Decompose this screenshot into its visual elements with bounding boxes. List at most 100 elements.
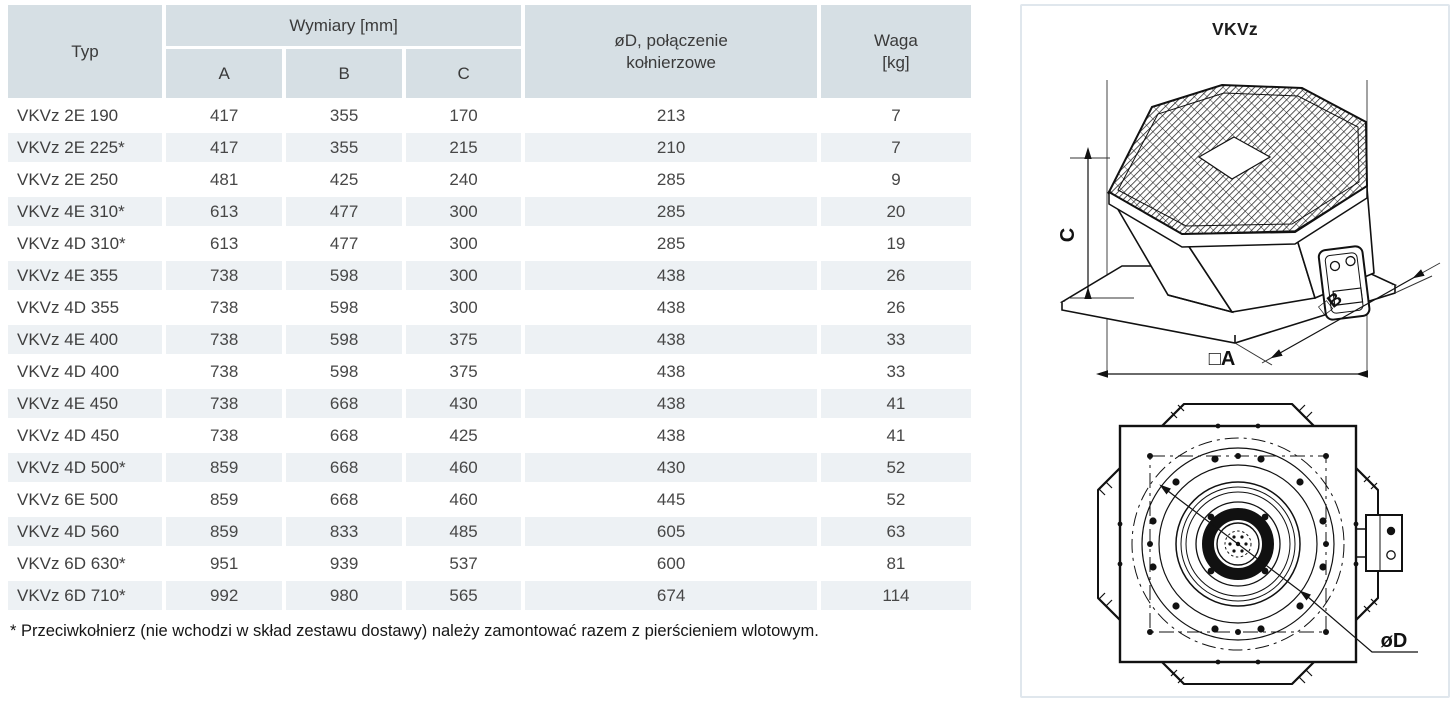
cell-a: 613 [209, 233, 239, 253]
header-waga: Waga [kg] [820, 5, 971, 98]
cell-b: 668 [286, 389, 402, 418]
cell-d: 285 [656, 169, 686, 189]
drawing-panel: VKVz [1020, 4, 1450, 698]
mounting-dots [1147, 453, 1329, 635]
cell-d: 285 [525, 197, 817, 226]
plan-view-drawing: øD [1097, 403, 1418, 685]
header-od: øD, połączenie kołnierzowe [525, 5, 817, 98]
cell-b: 668 [329, 425, 359, 445]
header-col-a: A [165, 49, 283, 98]
cell-d: 438 [525, 261, 817, 290]
table-row: VKVz 4E 310* 613 477 300 285 20 [8, 197, 971, 226]
cell-d: 674 [525, 581, 817, 610]
cell-c: 300 [449, 297, 478, 317]
cell-b: 598 [329, 361, 359, 381]
table-row: VKVz 4D 355 738 598 300 438 26 [8, 293, 971, 322]
cell-d: 210 [525, 133, 817, 162]
cell-waga: 33 [820, 325, 971, 354]
cell-waga: 26 [886, 297, 906, 317]
cell-b: 598 [329, 297, 359, 317]
cell-typ: VKVz 2E 225* [8, 133, 162, 162]
cell-c: 170 [449, 105, 478, 125]
dim-c: C [1057, 147, 1134, 299]
cell-d: 438 [656, 425, 686, 445]
cell-b: 833 [286, 517, 402, 546]
bolt-circle-dots [1149, 455, 1327, 633]
header-waga-line1: Waga [874, 31, 918, 51]
header-od-line1: øD, połączenie [614, 31, 728, 51]
cell-d: 285 [656, 233, 686, 253]
table-row: VKVz 6D 630* 951 939 537 600 81 [8, 549, 971, 578]
cell-typ: VKVz 4E 450 [8, 389, 162, 418]
cell-d: 445 [656, 489, 686, 509]
cell-c: 537 [449, 553, 478, 573]
table-row: VKVz 4D 500* 859 668 460 430 52 [8, 453, 971, 482]
cell-typ: VKVz 4E 400 [8, 325, 162, 354]
table-row: VKVz 4D 400 738 598 375 438 33 [8, 357, 971, 386]
cell-c: 375 [405, 325, 522, 354]
cell-b: 598 [286, 261, 402, 290]
table-body: VKVz 2E 190 417 355 170 213 7 VKVz 2E 22… [8, 101, 971, 610]
cell-a: 859 [209, 489, 239, 509]
cell-a: 951 [209, 553, 239, 573]
header-col-c: C [405, 49, 522, 98]
cell-a: 738 [209, 361, 239, 381]
table-row: VKVz 4E 400 738 598 375 438 33 [8, 325, 971, 354]
cell-b: 980 [286, 581, 402, 610]
cell-waga: 33 [886, 361, 906, 381]
skirt-ticks [1098, 404, 1378, 684]
cell-c: 460 [449, 489, 478, 509]
cell-c: 430 [405, 389, 522, 418]
cell-waga: 9 [891, 169, 901, 189]
cell-typ: VKVz 4E 310* [8, 197, 162, 226]
grille-hatched-top [1107, 83, 1369, 236]
cell-waga: 41 [886, 425, 906, 445]
cell-waga: 7 [820, 133, 971, 162]
footnote: * Przeciwkołnierz (nie wchodzi w skład z… [10, 622, 819, 640]
cell-b: 668 [329, 489, 359, 509]
cell-a: 859 [165, 453, 283, 482]
table-row: VKVz 2E 250 481 425 240 285 9 [8, 165, 971, 194]
cell-a: 859 [165, 517, 283, 546]
cell-typ: VKVz 2E 190 [17, 105, 119, 125]
cell-c: 460 [405, 453, 522, 482]
table-header: Typ Wymiary [mm] øD, połączenie kołnierz… [8, 5, 971, 98]
cell-waga: 114 [820, 581, 971, 610]
cell-waga: 7 [891, 105, 901, 125]
cell-waga: 19 [886, 233, 906, 253]
header-od-line2: kołnierzowe [626, 52, 716, 72]
cell-c: 215 [405, 133, 522, 162]
cell-typ: VKVz 4D 450 [17, 425, 120, 445]
cell-c: 485 [405, 517, 522, 546]
cell-waga: 81 [886, 553, 906, 573]
cell-c: 300 [405, 197, 522, 226]
dim-d-label: øD [1381, 630, 1408, 652]
table-row: VKVz 4E 450 738 668 430 438 41 [8, 389, 971, 418]
cell-b: 668 [286, 453, 402, 482]
cell-d: 438 [525, 389, 817, 418]
cell-a: 417 [165, 133, 283, 162]
cell-a: 992 [165, 581, 283, 610]
header-wymiary: Wymiary [mm] [165, 5, 522, 46]
cell-d: 605 [525, 517, 817, 546]
cell-waga: 52 [820, 453, 971, 482]
cell-typ: VKVz 4D 310* [17, 233, 126, 253]
cell-c: 240 [449, 169, 478, 189]
table-row: VKVz 4D 310* 613 477 300 285 19 [8, 229, 971, 258]
table-row: VKVz 4E 355 738 598 300 438 26 [8, 261, 971, 290]
plan-terminal-box [1356, 514, 1403, 572]
cell-typ: VKVz 4E 355 [8, 261, 162, 290]
table-row: VKVz 2E 190 417 355 170 213 7 [8, 101, 971, 130]
cell-typ: VKVz 4D 400 [17, 361, 120, 381]
cell-c: 565 [405, 581, 522, 610]
cell-typ: VKVz 6E 500 [17, 489, 119, 509]
cell-b: 355 [286, 133, 402, 162]
dim-d: øD [1159, 484, 1418, 653]
dim-a: □A [1096, 348, 1368, 378]
cell-c: 425 [449, 425, 478, 445]
dim-c-label: C [1057, 228, 1079, 242]
cell-b: 939 [329, 553, 359, 573]
cell-typ: VKVz 2E 250 [17, 169, 119, 189]
cell-d: 438 [656, 361, 686, 381]
table-row: VKVz 4D 450 738 668 425 438 41 [8, 421, 971, 450]
